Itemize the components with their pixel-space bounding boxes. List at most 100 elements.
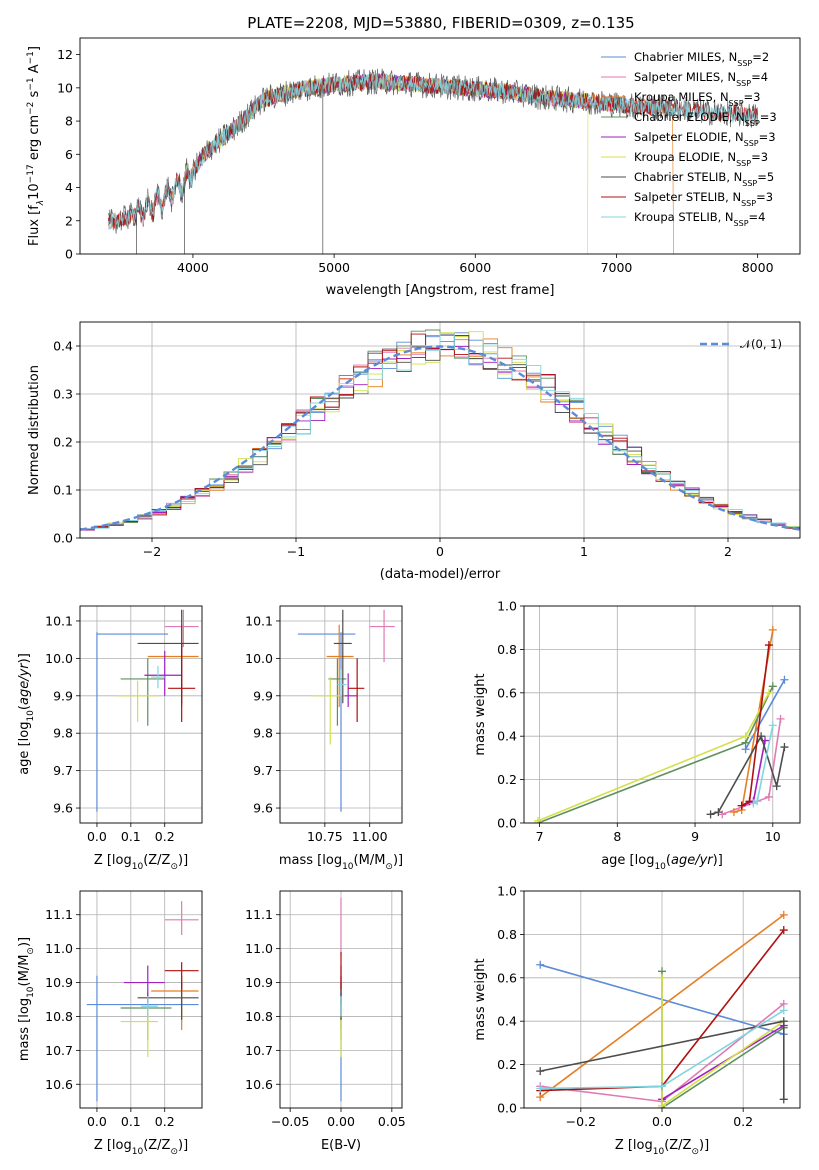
spectrum-frame — [79, 37, 801, 255]
age-vs-mass-xtick-label: 10.75 — [307, 829, 343, 844]
massweight-vs-age-point-marker — [533, 816, 542, 823]
massweight-vs-Z-point-marker — [779, 1095, 788, 1104]
residual-xtick-label: 0 — [436, 544, 444, 559]
age-vs-mass-xtick-label: 11.00 — [352, 829, 388, 844]
massweight-vs-age-point-marker — [776, 714, 785, 723]
massweight-vs-Z-point-marker — [779, 1017, 788, 1026]
mass-vs-EBV-ytick-label: 10.8 — [245, 1009, 273, 1024]
massweight-vs-age-series-line — [537, 692, 770, 822]
mass-vs-Z-xlabel: Z [log10(Z/Z⊙)] — [94, 1138, 188, 1157]
massweight-vs-Z-point-marker — [779, 910, 788, 919]
age-vs-Z-frame — [79, 605, 203, 824]
legend-label: 𝒩(0, 1) — [740, 337, 782, 351]
age-vs-mass-panel: 10.75 11.00 9.6 9.7 9.8 9.9 10.0 10.1 — [245, 605, 403, 844]
massweight-vs-age-ytick-label: 0.2 — [497, 772, 517, 787]
mass-vs-Z-plot-area — [86, 901, 199, 1102]
age-vs-mass-ytick-label: 9.6 — [253, 801, 273, 816]
mass-vs-Z-ytick-label: 11.1 — [45, 907, 73, 922]
age-vs-mass-ytick-label: 9.7 — [253, 763, 273, 778]
spectrum-series-line — [107, 72, 758, 230]
residual-histogram-step — [80, 335, 800, 530]
spectrum-ytick-label: 8 — [65, 114, 73, 129]
massweight-vs-Z-series-line — [661, 1024, 785, 1100]
legend-label: Salpeter MILES, NSSP=4 — [634, 70, 768, 88]
legend-label: Salpeter ELODIE, NSSP=3 — [634, 130, 776, 148]
age-vs-mass-plot-area — [297, 609, 395, 812]
massweight-vs-age-series-line — [537, 685, 774, 823]
spectrum-xtick-label: 5000 — [318, 260, 350, 275]
massweight-vs-age-point-marker — [768, 625, 777, 634]
legend-label: Kroupa MILES, NSSP=3 — [634, 90, 760, 108]
mass-vs-EBV-xtick-label: 0.05 — [378, 1114, 406, 1129]
mass-vs-Z-xtick-label: 0.1 — [121, 1114, 141, 1129]
massweight-vs-age-point-marker — [757, 732, 766, 741]
spectrum-ylabel: Flux [fλ10−17 erg cm−2 s−1 A−1] — [26, 46, 46, 246]
residual-xtick-label: −1 — [287, 544, 305, 559]
residual-plot-area — [80, 329, 800, 531]
massweight-vs-age-point-marker — [768, 682, 777, 691]
massweight-vs-Z-point-marker — [536, 1067, 545, 1076]
residual-ylabel: Normed distribution — [27, 365, 42, 495]
massweight-vs-age-point-marker — [741, 732, 750, 741]
age-vs-Z-ytick-label: 10.0 — [45, 651, 73, 666]
mass-vs-Z-xtick-label: 0.0 — [87, 1114, 107, 1129]
mass-vs-EBV-ytick-label: 11.0 — [245, 941, 273, 956]
mass-vs-Z-panel: 0.0 0.1 0.2 10.6 10.7 10.8 10.9 11.0 11.1 — [45, 890, 203, 1129]
massweight-vs-age-xlabel: age [log10(age/yr)] — [601, 853, 723, 872]
mass-vs-Z-ytick-label: 11.0 — [45, 941, 73, 956]
spectrum-xlabel: wavelength [Angstrom, rest frame] — [326, 283, 555, 298]
gaussian-reference-curve — [80, 345, 800, 531]
massweight-vs-age-point-marker — [737, 801, 746, 810]
residual-xtick-label: 1 — [580, 544, 588, 559]
residual-xtick-label: 2 — [724, 544, 732, 559]
spectrum-plot-area — [107, 68, 758, 254]
massweight-vs-Z-plot-area — [536, 910, 788, 1108]
age-vs-mass-ytick-label: 10.1 — [245, 613, 273, 628]
residual-ytick-label: 0.0 — [53, 531, 73, 546]
massweight-vs-Z-ytick-label: 0.4 — [497, 1014, 517, 1029]
massweight-vs-Z-point-marker — [658, 1101, 666, 1108]
massweight-vs-age-frame — [523, 605, 801, 824]
massweight-vs-age-series-line — [744, 679, 786, 750]
residual-panel: −2 −1 0 1 2 0.0 0.1 0.2 0.3 0.4 — [53, 321, 801, 559]
mass-vs-Z-ytick-label: 10.6 — [45, 1077, 73, 1092]
residual-xtick-label: −2 — [143, 544, 161, 559]
age-vs-mass-xlabel: mass [log10(M/M⊙)] — [279, 853, 403, 872]
mass-vs-Z-xtick-label: 0.2 — [155, 1114, 175, 1129]
spectrum-xtick-label: 4000 — [177, 260, 209, 275]
mass-vs-Z-ytick-label: 10.8 — [45, 1009, 73, 1024]
age-vs-Z-ytick-label: 9.8 — [53, 726, 73, 741]
massweight-vs-age-point-marker — [714, 808, 723, 817]
spectrum-ytick-label: 4 — [65, 180, 73, 195]
spectrum-ytick-label: 6 — [65, 147, 73, 162]
massweight-vs-age-ytick-label: 0.0 — [497, 816, 517, 831]
age-vs-mass-ytick-label: 9.9 — [253, 688, 273, 703]
massweight-vs-age-ytick-label: 0.4 — [497, 729, 517, 744]
residual-ytick-label: 0.1 — [53, 483, 73, 498]
age-vs-Z-ytick-label: 10.1 — [45, 613, 73, 628]
mass-vs-EBV-ytick-label: 11.1 — [245, 907, 273, 922]
age-vs-mass-ytick-label: 10.0 — [245, 651, 273, 666]
massweight-vs-age-xtick-label: 7 — [536, 829, 544, 844]
legend-label: Chabrier ELODIE, NSSP=3 — [634, 110, 777, 128]
massweight-vs-Z-xlabel: Z [log10(Z/Z⊙)] — [615, 1138, 709, 1157]
massweight-vs-Z-point-marker — [536, 1084, 545, 1093]
legend-label: Salpeter STELIB, NSSP=3 — [634, 190, 773, 208]
residual-ytick-label: 0.3 — [53, 387, 73, 402]
massweight-vs-age-plot-area — [533, 625, 789, 823]
massweight-vs-age-point-marker — [772, 782, 781, 791]
age-vs-Z-ylabel: age [log10(age/yr)] — [17, 653, 36, 775]
legend-label: Kroupa STELIB, NSSP=4 — [634, 210, 765, 228]
massweight-vs-age-series-line — [741, 645, 770, 807]
figure-title: PLATE=2208, MJD=53880, FIBERID=0309, z=0… — [247, 14, 634, 32]
massweight-vs-age-point-marker — [764, 641, 773, 650]
spectrum-xtick-label: 8000 — [742, 260, 774, 275]
age-vs-Z-plot-area — [96, 609, 199, 812]
mass-vs-EBV-ytick-label: 10.7 — [245, 1043, 273, 1058]
massweight-vs-Z-point-marker — [779, 926, 788, 935]
massweight-vs-age-point-marker — [753, 797, 762, 806]
massweight-vs-Z-point-marker — [658, 1082, 666, 1091]
mass-vs-EBV-xtick-label: 0.00 — [327, 1114, 355, 1129]
